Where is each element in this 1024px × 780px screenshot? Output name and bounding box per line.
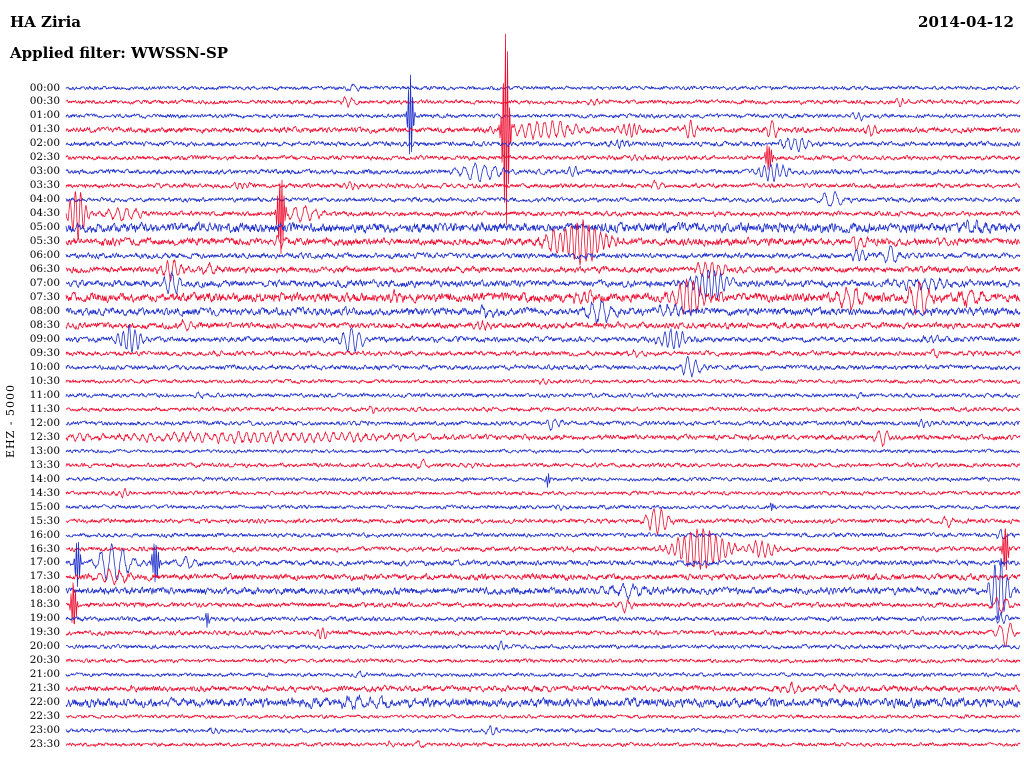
time-label: 21:00 [29,668,60,681]
time-label: 02:00 [29,137,60,150]
time-label: 23:00 [29,724,60,737]
time-label: 08:00 [29,305,60,318]
time-label: 20:30 [29,654,60,667]
time-label: 18:30 [29,598,60,611]
time-label: 15:30 [29,514,60,527]
time-label: 14:30 [29,486,60,499]
time-label: 22:00 [29,696,60,709]
filter-label: Applied filter: WWSSN-SP [10,44,229,62]
time-label: 18:00 [29,584,60,597]
time-label: 15:00 [29,500,60,513]
time-label: 17:30 [29,570,60,583]
time-label: 07:30 [29,291,60,304]
time-label: 13:30 [29,458,60,471]
time-label: 16:00 [29,528,60,541]
time-label: 04:00 [29,193,60,206]
time-label: 03:30 [29,179,60,192]
time-label: 17:00 [29,556,60,569]
time-label: 10:30 [29,374,60,387]
time-label: 08:30 [29,318,60,331]
time-label: 19:00 [29,612,60,625]
time-label: 22:30 [29,710,60,723]
time-label: 20:00 [29,640,60,653]
time-label: 13:00 [29,444,60,457]
time-label: 03:00 [29,165,60,178]
time-label: 02:30 [29,151,60,164]
time-label: 05:30 [29,235,60,248]
date-label: 2014-04-12 [918,13,1014,31]
time-label: 23:30 [29,738,60,751]
time-label: 00:00 [29,81,60,94]
time-label: 06:30 [29,263,60,276]
time-label: 01:30 [29,123,60,136]
time-label: 12:30 [29,430,60,443]
time-label: 19:30 [29,626,60,639]
time-label: 07:00 [29,277,60,290]
time-label: 05:00 [29,221,60,234]
time-label: 06:00 [29,249,60,262]
station-title: HA Ziria [10,13,82,31]
time-label: 01:00 [29,109,60,122]
time-label: 11:00 [29,388,60,401]
time-label: 04:30 [29,207,60,220]
time-label: 00:30 [29,95,60,108]
time-label: 09:00 [29,332,60,345]
time-label: 14:00 [29,472,60,485]
time-label: 21:30 [29,682,60,695]
time-label: 16:30 [29,542,60,555]
time-label: 10:00 [29,360,60,373]
time-label: 12:00 [29,416,60,429]
time-label: 11:30 [29,402,60,415]
time-label: 09:30 [29,346,60,359]
